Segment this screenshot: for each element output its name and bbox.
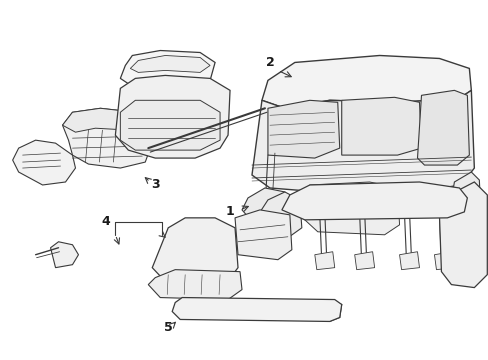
- Polygon shape: [235, 210, 291, 260]
- Polygon shape: [13, 140, 75, 185]
- Polygon shape: [120, 100, 220, 150]
- Polygon shape: [433, 252, 453, 270]
- Text: 5: 5: [163, 321, 172, 334]
- Polygon shape: [267, 100, 339, 158]
- Polygon shape: [172, 298, 341, 321]
- Polygon shape: [341, 97, 421, 155]
- Polygon shape: [314, 252, 334, 270]
- Polygon shape: [130, 55, 210, 72]
- Polygon shape: [399, 252, 419, 270]
- Polygon shape: [62, 108, 148, 132]
- Polygon shape: [242, 188, 289, 228]
- Polygon shape: [251, 90, 473, 195]
- Polygon shape: [447, 172, 480, 235]
- Text: 4: 4: [101, 215, 109, 228]
- Text: 1: 1: [225, 205, 234, 219]
- Text: 3: 3: [151, 179, 159, 192]
- Polygon shape: [254, 192, 301, 238]
- Polygon shape: [439, 182, 487, 288]
- Polygon shape: [50, 242, 78, 268]
- Polygon shape: [115, 75, 229, 158]
- Polygon shape: [354, 252, 374, 270]
- Polygon shape: [62, 108, 150, 168]
- Polygon shape: [417, 90, 468, 165]
- Polygon shape: [304, 182, 399, 235]
- Polygon shape: [148, 270, 242, 300]
- Text: 2: 2: [265, 56, 274, 69]
- Polygon shape: [281, 182, 467, 220]
- Polygon shape: [262, 55, 470, 108]
- Polygon shape: [120, 50, 215, 92]
- Polygon shape: [152, 218, 238, 292]
